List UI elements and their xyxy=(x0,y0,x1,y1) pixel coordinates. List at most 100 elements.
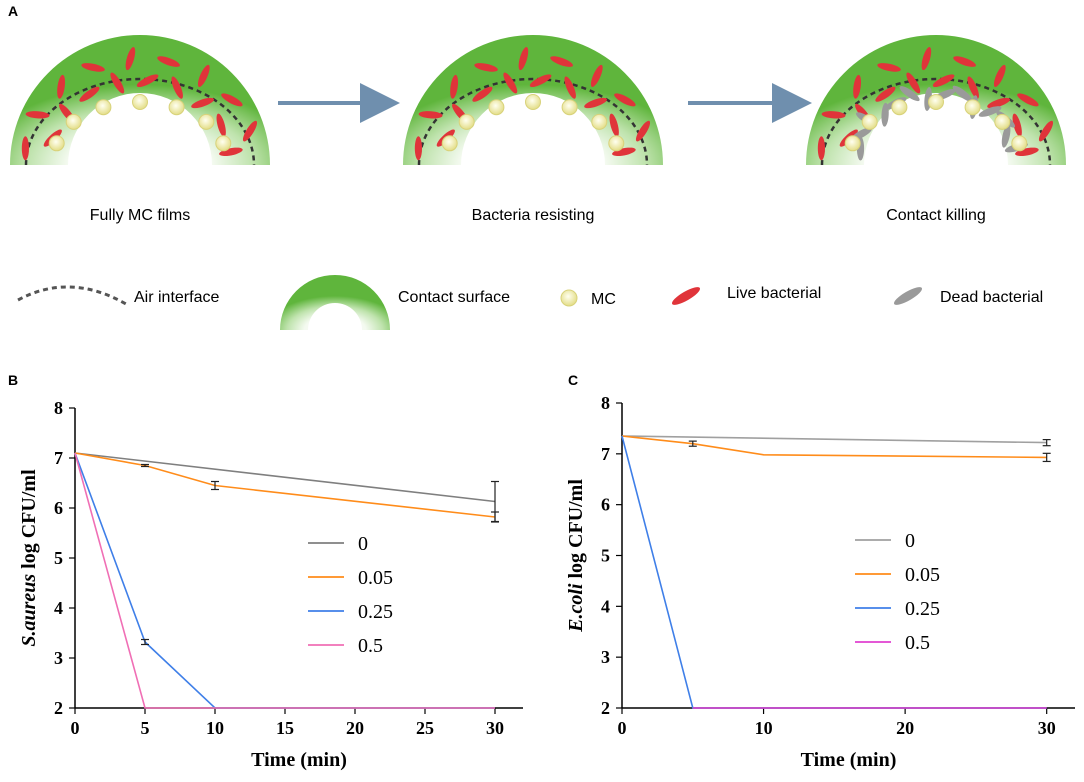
mc-particle xyxy=(844,135,861,152)
chart-c: 0 10 20 30 2 3 4 5 6 7 8 Time (min) E.coli log CFU/m… xyxy=(565,393,1075,771)
mc-particle xyxy=(48,135,65,152)
air-interface-icon xyxy=(17,285,127,306)
y-tick-label: 7 xyxy=(54,448,63,468)
series-line-0.25 xyxy=(74,452,495,709)
panel-a-letter: A xyxy=(8,3,18,19)
mc-particle xyxy=(994,113,1011,130)
live-bacterium xyxy=(550,56,573,67)
caption-bacteria-resisting: Bacteria resisting xyxy=(472,207,595,224)
live-bacterium xyxy=(821,111,846,119)
x-tick-label: 20 xyxy=(896,718,914,738)
y-axis-label: E.coli log CFU/ml xyxy=(565,479,587,633)
chart-b: 0 5 10 15 20 25 30 2 3 4 5 6 7 8 Time (min) S.aureus lo… xyxy=(18,398,523,771)
live-bacterium xyxy=(635,120,651,142)
live-bacterium xyxy=(906,72,921,94)
y-axis-label-organism: E.coli xyxy=(565,583,587,633)
live-bacterium xyxy=(79,86,100,102)
y-axis-label-unit: log CFU/ml xyxy=(565,479,587,584)
mc-particle xyxy=(928,94,944,110)
legend-live-bacteria: Live bacterial xyxy=(727,285,821,302)
x-tick-label: 30 xyxy=(486,718,504,738)
mc-particle xyxy=(215,135,232,152)
scheme-legend: Air interface Contact surface MC Live ba… xyxy=(17,275,1043,330)
mc-particle xyxy=(488,99,505,116)
live-bacterium xyxy=(216,113,226,137)
mc-particle xyxy=(95,99,112,116)
live-bacterium xyxy=(1012,113,1022,137)
contact-surface-icon xyxy=(280,275,390,330)
x-tick-label: 25 xyxy=(416,718,434,738)
mc-particle xyxy=(561,99,578,116)
y-tick-label: 2 xyxy=(601,698,610,718)
series-line-0.5 xyxy=(74,452,495,709)
live-bacterium xyxy=(564,76,576,99)
live-bacterium xyxy=(21,136,29,161)
legend-label-0.5: 0.5 xyxy=(358,635,383,657)
dead-bacterium xyxy=(899,86,920,102)
legend-label-0: 0 xyxy=(905,530,915,552)
x-tick-label: 10 xyxy=(206,718,224,738)
live-bacterium xyxy=(967,76,979,99)
live-bacterium xyxy=(614,93,636,107)
live-bacterium xyxy=(993,64,1006,87)
live-bacterium xyxy=(932,74,955,88)
mc-particle xyxy=(441,135,458,152)
live-bacterium xyxy=(474,63,498,72)
live-bacterium xyxy=(875,86,896,102)
mc-icon xyxy=(560,289,578,307)
chart-legend: 0 0.05 0.25 0.5 xyxy=(308,533,393,657)
panel-c-letter: C xyxy=(568,372,578,388)
legend-air-interface: Air interface xyxy=(134,289,219,306)
series-line-0.05 xyxy=(74,452,496,518)
x-tick-label: 20 xyxy=(346,718,364,738)
x-axis-label: Time (min) xyxy=(251,749,347,771)
mc-particle xyxy=(891,99,908,116)
y-tick-label: 7 xyxy=(601,444,610,464)
live-bacterium xyxy=(57,74,66,99)
x-tick-label: 0 xyxy=(618,718,627,738)
live-bacterium xyxy=(1038,120,1054,142)
mc-particle xyxy=(198,113,215,130)
scheme-diagram xyxy=(10,35,1066,166)
live-bacterium xyxy=(191,97,215,109)
legend-mc: MC xyxy=(591,291,616,308)
legend-label-0: 0 xyxy=(358,533,368,555)
legend-label-0.05: 0.05 xyxy=(358,567,393,589)
y-tick-label: 4 xyxy=(54,598,63,618)
x-tick-label: 0 xyxy=(71,718,80,738)
mc-particle xyxy=(132,94,148,110)
live-bacterium xyxy=(1017,93,1039,107)
live-bacterium xyxy=(529,74,552,88)
series-line-0 xyxy=(621,435,1047,444)
y-tick-label: 2 xyxy=(54,698,63,718)
mc-particle xyxy=(458,113,475,130)
x-axis-label: Time (min) xyxy=(801,749,897,771)
mc-particle xyxy=(168,99,185,116)
live-bacterium xyxy=(414,136,422,161)
x-tick-label: 10 xyxy=(755,718,773,738)
film-arch-2 xyxy=(403,35,663,166)
panel-b-letter: B xyxy=(8,372,18,388)
caption-contact-killing: Contact killing xyxy=(886,207,986,224)
y-tick-label: 8 xyxy=(601,393,610,413)
y-tick-label: 5 xyxy=(54,548,63,568)
live-bacterium xyxy=(503,72,518,94)
live-bacterium xyxy=(853,74,862,99)
live-bacterium xyxy=(817,136,826,161)
mc-particle xyxy=(964,99,981,116)
mc-particle xyxy=(65,113,82,130)
live-bacterium xyxy=(518,47,529,71)
y-tick-label: 5 xyxy=(601,546,610,566)
mc-particle xyxy=(525,94,541,110)
air-interface-line xyxy=(24,77,256,166)
x-tick-label: 30 xyxy=(1038,718,1056,738)
live-bacterium xyxy=(242,120,258,142)
x-tick-label: 15 xyxy=(276,718,294,738)
live-bacterium xyxy=(987,97,1011,109)
mc-particle xyxy=(861,113,878,130)
y-tick-label: 6 xyxy=(54,498,63,518)
y-tick-label: 3 xyxy=(54,648,63,668)
live-bacterium xyxy=(110,72,125,94)
